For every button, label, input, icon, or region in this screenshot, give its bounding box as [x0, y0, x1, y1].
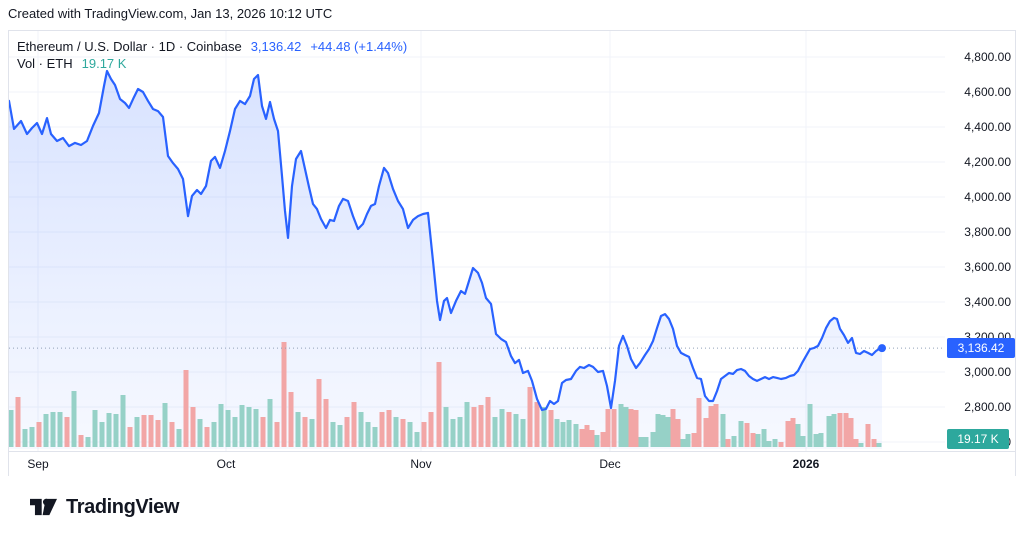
price-tick: 3,400.00: [964, 295, 1011, 309]
brand-text: TradingView: [66, 495, 180, 518]
attribution-text: Created with TradingView.com, Jan 13, 20…: [8, 6, 333, 21]
time-tick: Dec: [599, 457, 621, 471]
volume-value: 19.17 K: [81, 56, 127, 71]
price-and-volume-series: [9, 69, 945, 449]
price-tick: 4,800.00: [964, 50, 1011, 64]
time-tick: Sep: [27, 457, 49, 471]
price-tick: 3,600.00: [964, 260, 1011, 274]
chart-legend: Ethereum / U.S. Dollar · 1D · Coinbase 3…: [17, 38, 407, 72]
symbol-title[interactable]: Ethereum / U.S. Dollar · 1D · Coinbase: [17, 39, 242, 54]
time-tick: Oct: [216, 457, 236, 471]
price-chart-canvas[interactable]: [9, 31, 945, 451]
last-price-value: 3,136.42: [250, 39, 302, 54]
price-tick: 3,000.00: [964, 365, 1011, 379]
volume-label[interactable]: Vol · ETH: [17, 56, 73, 71]
price-tick: 2,800.00: [964, 400, 1011, 414]
price-tick: 4,400.00: [964, 120, 1011, 134]
chart-card: Ethereum / U.S. Dollar · 1D · Coinbase 3…: [8, 30, 1016, 477]
price-axis[interactable]: 3,136.42 19.17 K 4,800.00 4,600.00 4,400.0…: [945, 31, 1015, 451]
price-tick: 4,600.00: [964, 85, 1011, 99]
time-axis[interactable]: Sep Oct Nov Dec 2026: [9, 451, 1015, 477]
volume-badge: 19.17 K: [947, 429, 1009, 449]
tradingview-icon: [30, 498, 57, 516]
time-tick: 2026: [792, 457, 820, 471]
price-change-value: +44.48 (+1.44%): [310, 39, 408, 54]
price-tick: 4,200.00: [964, 155, 1011, 169]
current-price-badge: 3,136.42: [947, 338, 1015, 359]
price-tick: 3,800.00: [964, 225, 1011, 239]
tradingview-logo[interactable]: TradingView: [30, 495, 179, 519]
price-tick: 4,000.00: [964, 190, 1011, 204]
time-tick: Nov: [410, 457, 432, 471]
